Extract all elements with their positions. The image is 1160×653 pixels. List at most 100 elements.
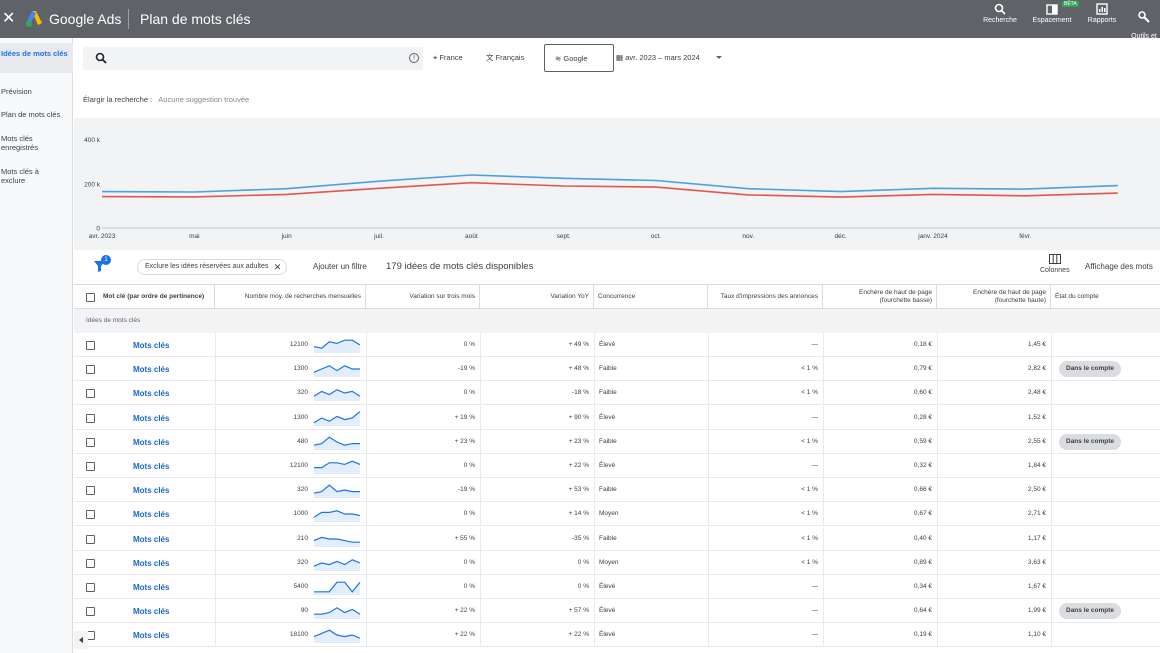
y-tick-label: 400 k xyxy=(84,137,101,144)
keyword-link[interactable]: Mots clés xyxy=(133,413,170,423)
table-row[interactable]: Mots clés 1000 0 % + 14 % < 1 % 0,67 € 2,71 € M… xyxy=(74,502,1160,527)
cell-bid-high: 1,67 € xyxy=(1027,583,1046,590)
keyword-link[interactable]: Mots clés xyxy=(133,462,170,471)
column-divider xyxy=(823,454,824,478)
columns-button[interactable]: Colonnes xyxy=(1040,254,1070,275)
column-divider xyxy=(215,599,216,624)
column-divider xyxy=(937,454,938,478)
network-selector[interactable]: ≋ Google xyxy=(555,54,588,64)
keyword-link[interactable]: Mots clés xyxy=(133,583,170,592)
display-keywords-button[interactable]: Affichage des mots xyxy=(1085,262,1153,271)
row-checkbox[interactable] xyxy=(86,389,95,399)
table-row[interactable]: Mots clés 12100 0 % + 22 % — 0,32 € 1,84 € Élev… xyxy=(74,454,1160,478)
status-badge: Dans le compte xyxy=(1059,433,1122,450)
header-competition[interactable]: Concurrence xyxy=(594,285,708,309)
header-bid-low[interactable]: Enchère de haut de page (fourchette bass… xyxy=(823,285,937,309)
close-icon[interactable]: ✕ xyxy=(2,10,16,27)
table-row[interactable]: Mots clés 320 -19 % + 53 % < 1 % 0,66 € 2,50 €… xyxy=(74,478,1160,503)
header-three-month[interactable]: Variation sur trois mois xyxy=(366,285,480,309)
row-checkbox[interactable] xyxy=(86,413,95,423)
keyword-link[interactable]: Mots clés xyxy=(133,558,170,568)
keyword-link[interactable]: Mots clés xyxy=(133,510,170,520)
close-icon[interactable]: ✕ xyxy=(273,262,282,272)
row-checkbox[interactable] xyxy=(86,462,95,471)
column-divider xyxy=(937,550,938,575)
cell-three-month: 0 % xyxy=(463,558,475,566)
table-header: Mot clé (par ordre de pertinence) Nombre… xyxy=(74,284,1160,309)
row-checkbox[interactable] xyxy=(86,365,95,375)
search-input[interactable]: i xyxy=(83,47,423,70)
keyword-link[interactable]: Mots clés xyxy=(133,631,170,641)
table-row[interactable]: Mots clés 12100 0 % + 49 % — 0,18 € 1,45 € Élev… xyxy=(74,333,1160,357)
table-row[interactable]: Mots clés 210 + 55 % -35 % < 1 % 0,40 € 1,17 €… xyxy=(74,526,1160,551)
cell-yoy: + 49 % xyxy=(568,341,589,348)
header-account-status[interactable]: État du compte xyxy=(1055,293,1099,300)
cell-competition: Élevé xyxy=(599,462,616,469)
location-selector[interactable]: ⌖ France xyxy=(433,53,463,63)
keyword-link[interactable]: Mots clés xyxy=(133,534,170,544)
cell-impression-share: — xyxy=(811,341,819,348)
column-divider xyxy=(823,575,824,599)
scroll-left-button[interactable] xyxy=(74,631,88,649)
chevron-down-icon[interactable] xyxy=(716,56,722,59)
row-checkbox[interactable] xyxy=(86,583,95,592)
sidebar-item-label: Idées de mots clés xyxy=(1,49,68,58)
tool-search[interactable]: Recherche xyxy=(982,3,1018,25)
sidebar-item-negative-keywords[interactable]: Mots clés à exclure xyxy=(0,167,44,185)
row-checkbox[interactable] xyxy=(86,437,95,447)
table-row[interactable]: Mots clés 1300 + 19 % + 90 % — 0,28 € 1,52 € Él… xyxy=(74,405,1160,430)
column-divider xyxy=(594,357,595,382)
row-checkbox[interactable] xyxy=(86,510,95,520)
row-checkbox[interactable] xyxy=(86,341,95,350)
table-row[interactable]: Mots clés 480 + 23 % + 23 % < 1 % 0,59 € 2,55 … xyxy=(74,429,1160,454)
cell-three-month: -19 % xyxy=(458,365,475,373)
sidebar-item-keyword-ideas[interactable]: Idées de mots clés xyxy=(0,43,73,73)
table-row[interactable]: Mots clés 320 0 % -18 % < 1 % 0,60 € 2,48 € Fai… xyxy=(74,381,1160,406)
keyword-link[interactable]: Mots clés xyxy=(133,607,170,617)
date-range-selector[interactable]: ▦ avr. 2023 – mars 2024 xyxy=(616,53,700,63)
row-checkbox[interactable] xyxy=(86,534,95,544)
table-row[interactable]: Mots clés 18100 + 22 % + 22 % — 0,19 € 1,10 € É… xyxy=(74,623,1160,648)
language-selector[interactable]: 文 Français xyxy=(486,53,524,63)
sidebar-item-forecast[interactable]: Prévision xyxy=(0,87,73,96)
table-row[interactable]: Mots clés 90 + 22 % + 57 % — 0,64 € 1,99 € Élev… xyxy=(74,599,1160,624)
keyword-link[interactable]: Mots clés xyxy=(133,437,170,447)
sidebar-item-saved-keywords[interactable]: Mots clés enregistrés xyxy=(0,134,44,152)
keyword-link[interactable]: Mots clés xyxy=(133,389,170,399)
header-volume[interactable]: Nombre moy. de recherches mensuelles xyxy=(215,285,366,309)
adult-filter-chip[interactable]: Exclure les idées réservées aux adultes … xyxy=(137,259,288,275)
header-keyword[interactable]: Mot clé (par ordre de pertinence) xyxy=(74,285,215,309)
column-divider xyxy=(823,526,824,551)
network-selector-box[interactable] xyxy=(544,44,614,72)
sparkline-line xyxy=(313,484,360,494)
cell-three-month: + 22 % xyxy=(454,607,475,615)
header-yoy[interactable]: Variation YoY xyxy=(480,285,594,309)
tool-outils[interactable]: Outils et paramét. xyxy=(1128,3,1160,49)
table-row[interactable]: Mots clés 320 0 % 0 % < 1 % 0,89 € 3,63 € Moyen xyxy=(74,550,1160,575)
sidebar-item-keyword-plan[interactable]: Plan de mots clés xyxy=(0,110,73,119)
x-tick-label: janv. 2024 xyxy=(917,233,948,240)
y-tick-label: 200 k xyxy=(84,181,101,188)
column-divider xyxy=(708,575,709,599)
column-divider xyxy=(480,623,481,648)
cell-impression-share: — xyxy=(811,413,819,421)
row-checkbox[interactable] xyxy=(86,607,95,617)
info-icon[interactable]: i xyxy=(409,53,419,63)
sparkline-line xyxy=(313,410,361,423)
keyword-link[interactable]: Mots clés xyxy=(133,486,170,496)
cell-three-month: 0 % xyxy=(463,462,475,469)
tool-espacement[interactable]: Espacement xyxy=(1031,3,1073,25)
tool-rapports[interactable]: Rapports xyxy=(1084,3,1120,25)
cell-yoy: 0 % xyxy=(577,583,589,590)
header-impression-share[interactable]: Taux d'impressions des annonces xyxy=(708,285,823,309)
keyword-link[interactable]: Mots clés xyxy=(133,365,170,375)
table-row[interactable]: Mots clés 1300 -19 % + 48 % < 1 % 0,79 € 2,82 … xyxy=(74,357,1160,382)
add-filter-button[interactable]: Ajouter un filtre xyxy=(313,262,367,271)
column-divider xyxy=(480,429,481,454)
row-checkbox[interactable] xyxy=(86,558,95,568)
row-checkbox[interactable] xyxy=(86,486,95,496)
keyword-link[interactable]: Mots clés xyxy=(133,341,170,350)
table-row[interactable]: Mots clés 5400 0 % 0 % — 0,34 € 1,67 € Élevé xyxy=(74,575,1160,599)
select-all-checkbox[interactable] xyxy=(86,292,95,302)
header-bid-high[interactable]: Enchère de haut de page (fourchette haut… xyxy=(937,285,1051,309)
